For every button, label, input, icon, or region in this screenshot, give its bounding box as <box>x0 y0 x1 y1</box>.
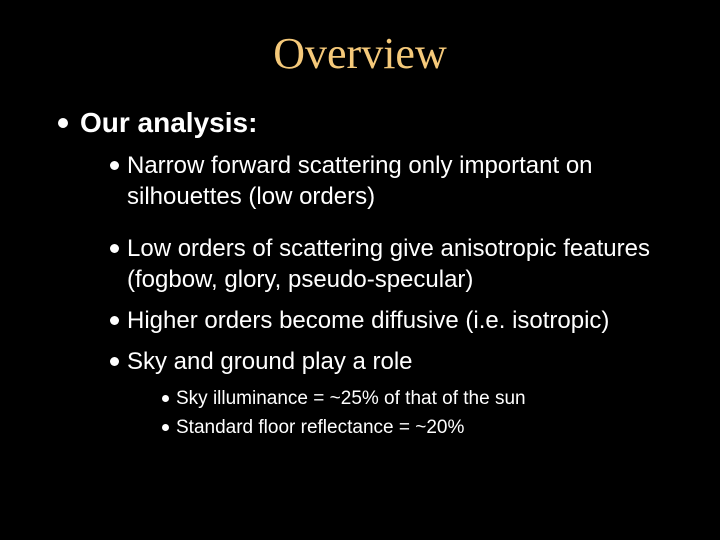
bullet-icon <box>162 424 169 431</box>
slide: Overview Our analysis: Narrow forward sc… <box>0 0 720 540</box>
bullet-icon <box>110 161 119 170</box>
lvl3-text: Sky illuminance = ~25% of that of the su… <box>176 387 650 412</box>
lvl2-text: Sky and ground play a role <box>127 347 650 378</box>
bullet-icon <box>58 118 68 128</box>
bullet-lvl1: Our analysis: <box>58 107 680 139</box>
lvl2-text: Higher orders become diffusive (i.e. iso… <box>127 306 650 337</box>
bullet-icon <box>162 395 169 402</box>
bullet-lvl2: Sky and ground play a role <box>110 347 650 378</box>
bullet-lvl3: Sky illuminance = ~25% of that of the su… <box>162 387 650 412</box>
bullet-lvl2: Low orders of scattering give anisotropi… <box>110 234 650 295</box>
bullet-lvl2: Narrow forward scattering only important… <box>110 151 650 212</box>
lvl2-text: Narrow forward scattering only important… <box>127 151 650 212</box>
lvl1-text: Our analysis: <box>80 107 680 139</box>
bullet-icon <box>110 316 119 325</box>
spacer <box>40 222 680 234</box>
bullet-lvl2: Higher orders become diffusive (i.e. iso… <box>110 306 650 337</box>
bullet-icon <box>110 244 119 253</box>
lvl3-text: Standard floor reflectance = ~20% <box>176 416 650 441</box>
lvl2-text: Low orders of scattering give anisotropi… <box>127 234 650 295</box>
bullet-lvl3: Standard floor reflectance = ~20% <box>162 416 650 441</box>
slide-title: Overview <box>40 28 680 79</box>
bullet-icon <box>110 357 119 366</box>
